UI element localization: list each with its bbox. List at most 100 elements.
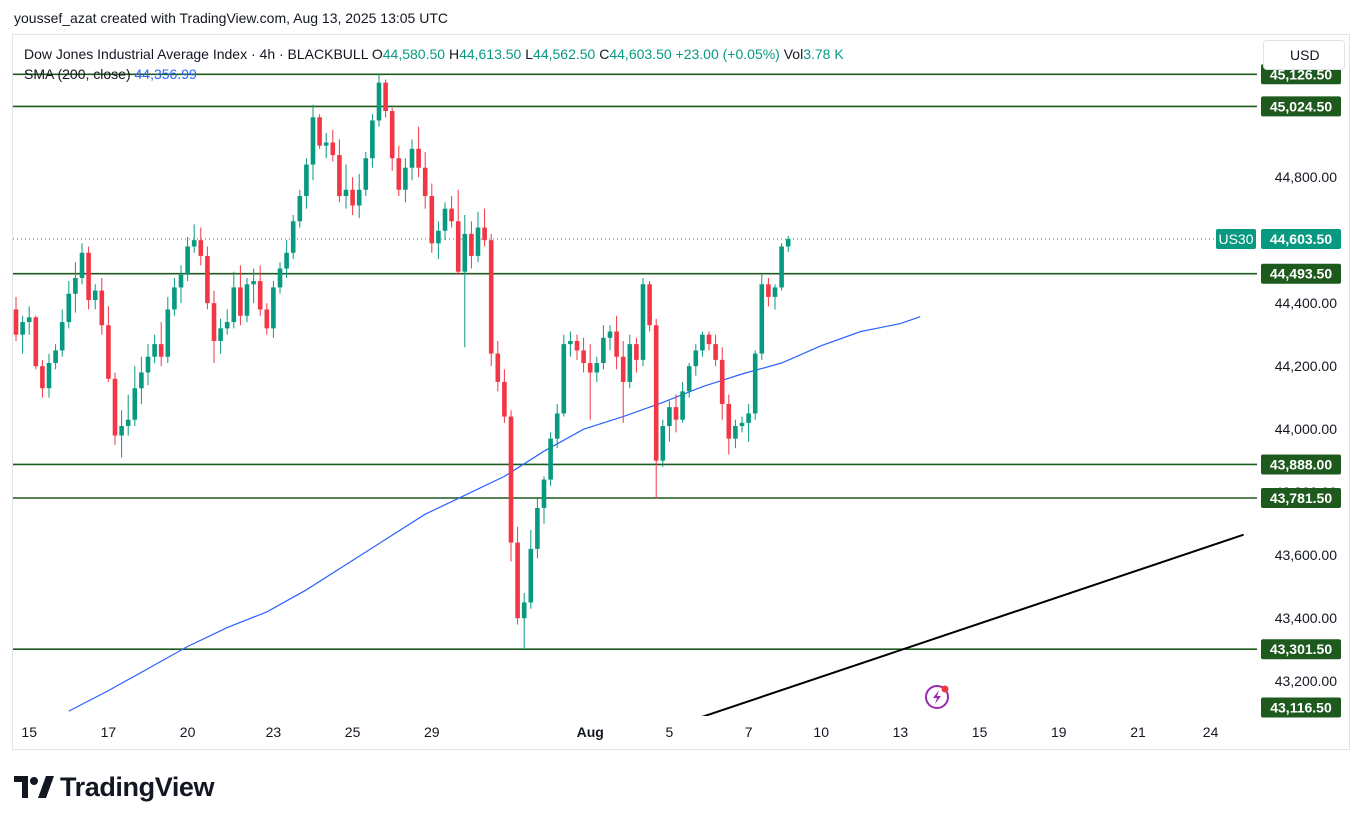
- candle-down: [620, 340, 626, 423]
- candle-down: [469, 221, 474, 269]
- candle-down: [198, 227, 204, 266]
- candle-body: [568, 340, 573, 345]
- candle-down: [422, 151, 428, 209]
- volume-label: Vol: [783, 46, 804, 62]
- candle-down: [389, 107, 395, 171]
- candle-up: [244, 277, 250, 323]
- candle-body: [257, 281, 263, 310]
- candle-up: [442, 202, 448, 241]
- plot-area: [13, 73, 1257, 716]
- candle-body: [673, 407, 679, 420]
- candle-up: [436, 221, 441, 260]
- candle-body: [574, 340, 580, 351]
- candle-up: [376, 73, 382, 127]
- level-price-label: 43,781.50: [1261, 488, 1341, 509]
- candle-down: [488, 233, 494, 367]
- candle-down: [330, 129, 336, 162]
- candle-down: [86, 246, 91, 310]
- candle-body: [304, 164, 309, 197]
- watermark-text: TradingView: [60, 771, 215, 802]
- candle-body: [66, 293, 72, 323]
- candle-body: [614, 331, 619, 357]
- current-price-label: 44,603.50: [1261, 229, 1341, 250]
- close-label: C: [599, 46, 610, 62]
- candle-body: [191, 240, 197, 247]
- candle-down: [634, 337, 639, 373]
- candle-body: [178, 274, 184, 288]
- y-tick-label: 43,200.00: [1275, 673, 1337, 689]
- candle-down: [317, 114, 322, 149]
- candle-body: [541, 479, 547, 508]
- candle-up: [601, 325, 606, 370]
- candle-down: [337, 139, 342, 203]
- candle-down: [614, 315, 619, 370]
- candle-body: [535, 507, 540, 549]
- svg-text:43,888.00: 43,888.00: [1270, 456, 1332, 472]
- candle-up: [251, 268, 256, 304]
- candle-body: [442, 208, 448, 231]
- svg-text:US30: US30: [1218, 231, 1253, 247]
- symbol-price-label: US30: [1216, 229, 1256, 250]
- candle-body: [733, 426, 738, 439]
- candle-up: [535, 498, 540, 559]
- candle-down: [766, 277, 771, 307]
- candle-body: [20, 322, 25, 335]
- currency-button[interactable]: USD: [1263, 40, 1345, 70]
- candle-body: [277, 268, 283, 288]
- tradingview-watermark[interactable]: TradingView: [14, 771, 215, 802]
- symbol-name: Dow Jones Industrial Average Index · 4h …: [24, 46, 368, 62]
- candle-body: [719, 359, 725, 404]
- x-tick-label: 10: [813, 724, 829, 740]
- candle-body: [356, 189, 362, 206]
- candle-down: [396, 145, 402, 197]
- candle-body: [561, 344, 567, 414]
- candle-body: [752, 353, 758, 414]
- candle-body: [660, 426, 666, 461]
- trendline: [701, 533, 1244, 716]
- svg-text:43,301.50: 43,301.50: [1270, 641, 1332, 657]
- candle-body: [713, 344, 718, 360]
- candle-body: [244, 284, 250, 316]
- candle-body: [211, 303, 217, 341]
- candle-body: [502, 381, 507, 417]
- candle-up: [594, 356, 600, 382]
- x-tick-label: 17: [101, 724, 117, 740]
- candle-up: [152, 334, 157, 364]
- x-tick-label: 25: [345, 724, 361, 740]
- candle-body: [693, 350, 699, 367]
- candle-body: [436, 230, 441, 244]
- svg-text:43,116.50: 43,116.50: [1270, 700, 1332, 716]
- candle-up: [627, 334, 633, 389]
- candle-body: [409, 148, 415, 168]
- candle-up: [554, 403, 560, 449]
- high-value: 44,613.50: [459, 46, 522, 62]
- candle-up: [145, 344, 151, 386]
- candle-up: [541, 476, 547, 524]
- y-tick-label: 44,000.00: [1275, 421, 1337, 437]
- flash-icon: [925, 685, 949, 709]
- candle-up: [686, 363, 692, 398]
- candle-up: [521, 592, 527, 650]
- close-value: 44,603.50: [609, 46, 672, 62]
- candle-up: [191, 224, 197, 253]
- candle-body: [772, 287, 778, 297]
- candle-up: [231, 271, 237, 329]
- candle-up: [290, 214, 296, 260]
- candle-down: [587, 344, 593, 420]
- candle-body: [508, 416, 514, 543]
- candle-body: [700, 334, 705, 351]
- candle-body: [449, 208, 454, 222]
- candle-down: [205, 246, 210, 310]
- candle-body: [488, 240, 494, 354]
- candle-body: [271, 287, 276, 329]
- sma-legend[interactable]: SMA (200, close) 44,356.99: [24, 66, 197, 82]
- candle-up: [667, 400, 672, 442]
- candle-body: [297, 196, 303, 222]
- candle-body: [686, 366, 692, 392]
- candle-body: [548, 438, 553, 480]
- x-tick-label: 15: [972, 724, 988, 740]
- candle-up: [759, 274, 765, 360]
- candle-up: [59, 309, 65, 357]
- candle-body: [165, 309, 171, 357]
